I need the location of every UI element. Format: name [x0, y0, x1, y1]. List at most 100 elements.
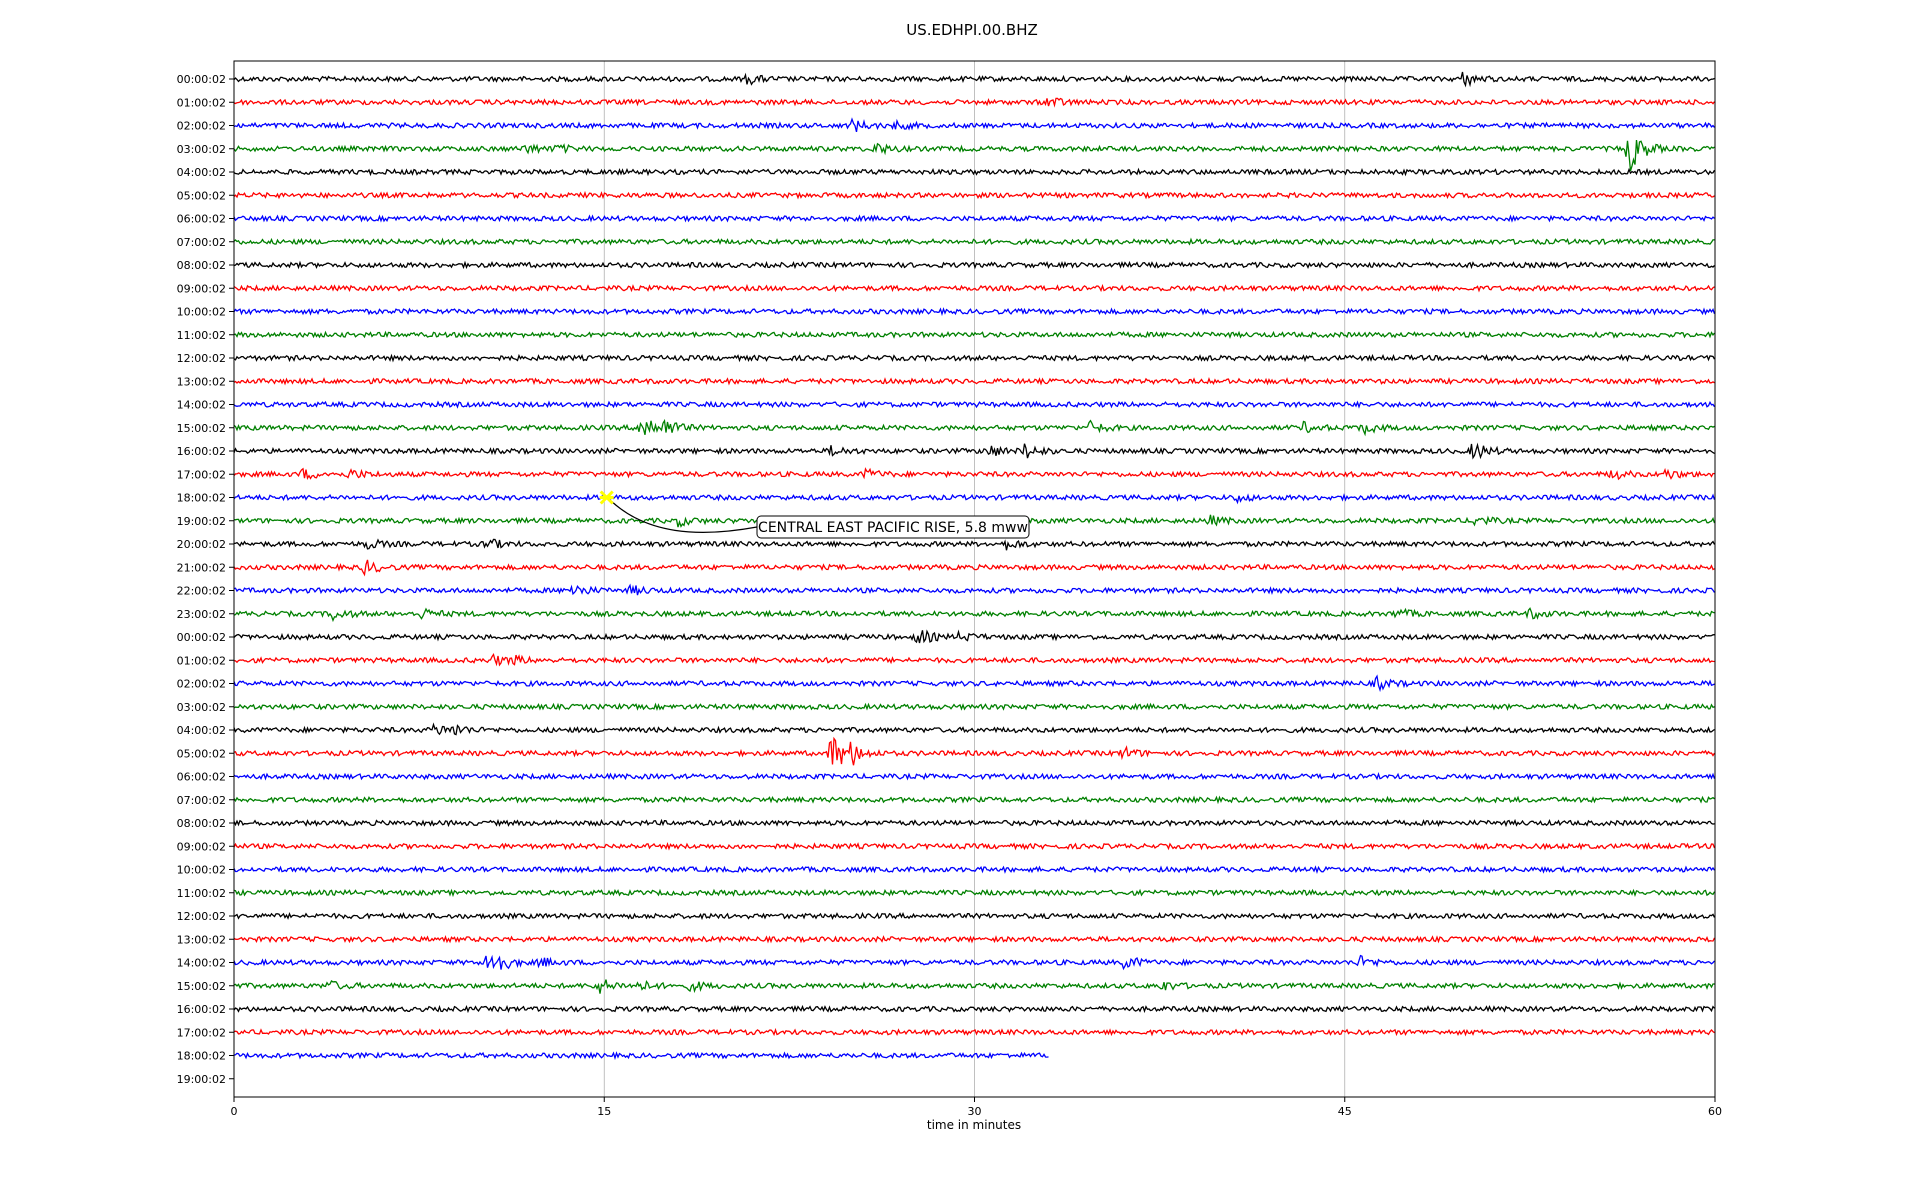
event-marker-0: [599, 490, 614, 505]
y-tick-label-5: 05:00:02: [177, 189, 226, 202]
trace-row-25: [233, 652, 1715, 667]
trace-row-39: [233, 979, 1715, 994]
trace-row-24: [233, 629, 1715, 644]
y-tick-label-18: 18:00:02: [177, 492, 226, 505]
trace-row-12: [233, 353, 1716, 363]
y-tick-label-31: 07:00:02: [177, 794, 226, 807]
trace-row-4: [233, 167, 1716, 177]
y-tick-label-14: 14:00:02: [177, 399, 226, 412]
y-tick-label-15: 15:00:02: [177, 422, 226, 435]
x-tick-label-2: 30: [968, 1105, 982, 1118]
trace-row-1: [233, 97, 1716, 108]
trace-row-18: [233, 493, 1716, 505]
y-tick-label-43: 19:00:02: [177, 1073, 226, 1086]
trace-row-37: [233, 934, 1716, 944]
y-tick-label-13: 13:00:02: [177, 375, 226, 388]
trace-row-15: [233, 418, 1715, 437]
x-axis: 0 15 30 45 60: [231, 1097, 1722, 1118]
y-tick-label-11: 11:00:02: [177, 329, 226, 342]
event-annotations: CENTRAL EAST PACIFIC RISE, 5.8 mww: [599, 490, 1030, 539]
trace-row-21: [233, 559, 1715, 577]
trace-row-7: [233, 237, 1715, 246]
trace-row-41: [233, 1027, 1715, 1037]
trace-row-20: [233, 538, 1716, 551]
y-tick-label-12: 12:00:02: [177, 352, 226, 365]
y-tick-label-39: 15:00:02: [177, 980, 226, 993]
y-tick-label-28: 04:00:02: [177, 724, 226, 737]
trace-row-13: [233, 377, 1715, 386]
x-axis-label: time in minutes: [927, 1118, 1021, 1132]
trace-row-11: [233, 330, 1715, 339]
y-tick-label-41: 17:00:02: [177, 1026, 226, 1039]
y-tick-label-7: 07:00:02: [177, 236, 226, 249]
y-tick-label-6: 06:00:02: [177, 213, 226, 226]
annotation-arrow-0: [611, 501, 758, 534]
y-tick-label-17: 17:00:02: [177, 468, 226, 481]
y-tick-label-29: 05:00:02: [177, 747, 226, 760]
y-tick-label-3: 03:00:02: [177, 143, 226, 156]
y-tick-label-30: 06:00:02: [177, 771, 226, 784]
trace-row-33: [233, 841, 1716, 851]
y-tick-label-42: 18:00:02: [177, 1050, 226, 1063]
trace-row-3: [233, 140, 1715, 172]
trace-row-6: [233, 214, 1715, 223]
x-tick-label-4: 60: [1708, 1105, 1722, 1118]
chart-title: US.EDHPI.00.BHZ: [906, 21, 1038, 39]
y-tick-label-26: 02:00:02: [177, 678, 226, 691]
trace-row-29: [233, 736, 1716, 766]
trace-row-10: [233, 307, 1716, 317]
y-tick-label-0: 00:00:02: [177, 73, 226, 86]
y-tick-label-21: 21:00:02: [177, 561, 226, 574]
y-tick-label-32: 08:00:02: [177, 817, 226, 830]
y-tick-label-35: 11:00:02: [177, 887, 226, 900]
y-tick-label-9: 09:00:02: [177, 282, 226, 295]
trace-row-36: [233, 911, 1716, 921]
trace-row-23: [233, 607, 1715, 623]
y-tick-label-16: 16:00:02: [177, 445, 226, 458]
y-tick-label-33: 09:00:02: [177, 840, 226, 853]
trace-row-30: [233, 772, 1716, 781]
y-tick-label-20: 20:00:02: [177, 538, 226, 551]
trace-row-17: [233, 467, 1715, 481]
y-tick-label-22: 22:00:02: [177, 585, 226, 598]
trace-row-2: [233, 117, 1716, 133]
trace-row-8: [233, 260, 1715, 270]
y-tick-label-24: 00:00:02: [177, 631, 226, 644]
trace-row-38: [233, 954, 1715, 971]
y-tick-label-4: 04:00:02: [177, 166, 226, 179]
trace-row-22: [233, 583, 1716, 596]
y-axis: 00:00:02 01:00:02 02:00:02 03:00:02 04:00:02…: [177, 73, 234, 1086]
trace-row-28: [233, 722, 1715, 736]
y-tick-label-36: 12:00:02: [177, 910, 226, 923]
trace-row-9: [233, 283, 1715, 293]
annotation-box-0: [756, 515, 1030, 539]
x-tick-label-1: 15: [597, 1105, 611, 1118]
grid-lines: [603, 61, 1346, 1097]
trace-row-31: [233, 795, 1715, 805]
x-tick-label-3: 45: [1338, 1105, 1352, 1118]
seismogram-traces: [233, 71, 1716, 1061]
trace-row-5: [233, 190, 1715, 200]
y-tick-label-8: 08:00:02: [177, 259, 226, 272]
y-tick-label-37: 13:00:02: [177, 933, 226, 946]
y-tick-label-19: 19:00:02: [177, 515, 226, 528]
y-tick-label-27: 03:00:02: [177, 701, 226, 714]
y-tick-label-2: 02:00:02: [177, 120, 226, 133]
trace-row-0: [233, 71, 1715, 88]
trace-row-26: [233, 674, 1715, 693]
y-tick-label-1: 01:00:02: [177, 96, 226, 109]
trace-row-35: [233, 888, 1716, 898]
annotation-text-0: CENTRAL EAST PACIFIC RISE, 5.8 mww: [758, 520, 1028, 536]
trace-row-16: [233, 442, 1715, 460]
trace-row-32: [233, 818, 1715, 828]
y-tick-label-34: 10:00:02: [177, 864, 226, 877]
y-tick-label-10: 10:00:02: [177, 306, 226, 319]
y-tick-label-23: 23:00:02: [177, 608, 226, 621]
trace-row-14: [233, 400, 1716, 409]
trace-row-40: [233, 1004, 1715, 1014]
x-tick-label-0: 0: [231, 1105, 238, 1118]
trace-row-34: [233, 865, 1716, 874]
trace-row-27: [233, 702, 1715, 711]
y-tick-label-40: 16:00:02: [177, 1003, 226, 1016]
